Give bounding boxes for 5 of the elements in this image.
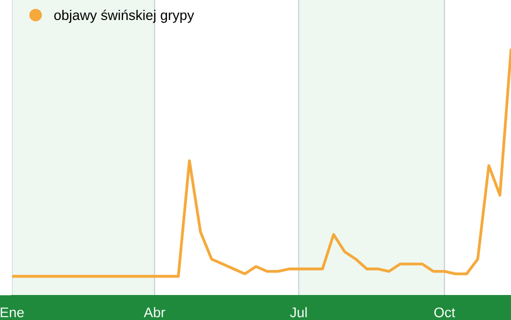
x-tick-label: Ene [0,308,24,318]
legend-label: objawy świńskiej grypy [54,10,194,23]
x-tick-label: Abr [144,307,166,318]
x-tick-label: Jul [290,307,307,318]
x-tick-label: Oct [434,307,456,318]
